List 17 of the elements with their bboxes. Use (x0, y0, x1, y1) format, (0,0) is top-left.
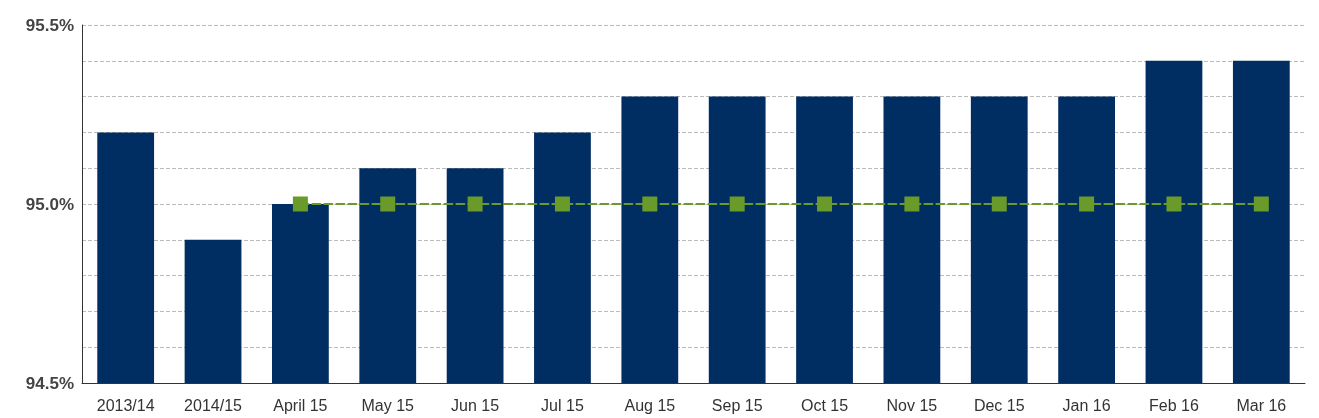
x-tick-label: Aug 15 (624, 396, 676, 414)
x-tick-label: April 15 (273, 396, 328, 414)
x-tick-label: Sep 15 (711, 396, 763, 414)
y-tick-label: 94.5% (25, 373, 74, 393)
x-tick-label: Oct 15 (800, 396, 849, 414)
x-tick-label: Feb 16 (1149, 396, 1199, 414)
x-tick-label: Dec 15 (973, 396, 1025, 414)
x-tick-label: Jun 15 (451, 396, 500, 414)
y-tick-label: 95.5% (25, 15, 74, 35)
x-tick-label: Jan 16 (1062, 396, 1111, 414)
x-tick-label: May 15 (361, 396, 415, 414)
x-tick-label: 2013/14 (96, 396, 155, 414)
x-tick-label: 2014/15 (184, 396, 243, 414)
x-tick-label: Mar 16 (1236, 396, 1287, 414)
y-tick-label: 95.0% (25, 194, 74, 214)
x-tick-label: Nov 15 (886, 396, 938, 414)
x-tick-label: Jul 15 (541, 396, 584, 414)
